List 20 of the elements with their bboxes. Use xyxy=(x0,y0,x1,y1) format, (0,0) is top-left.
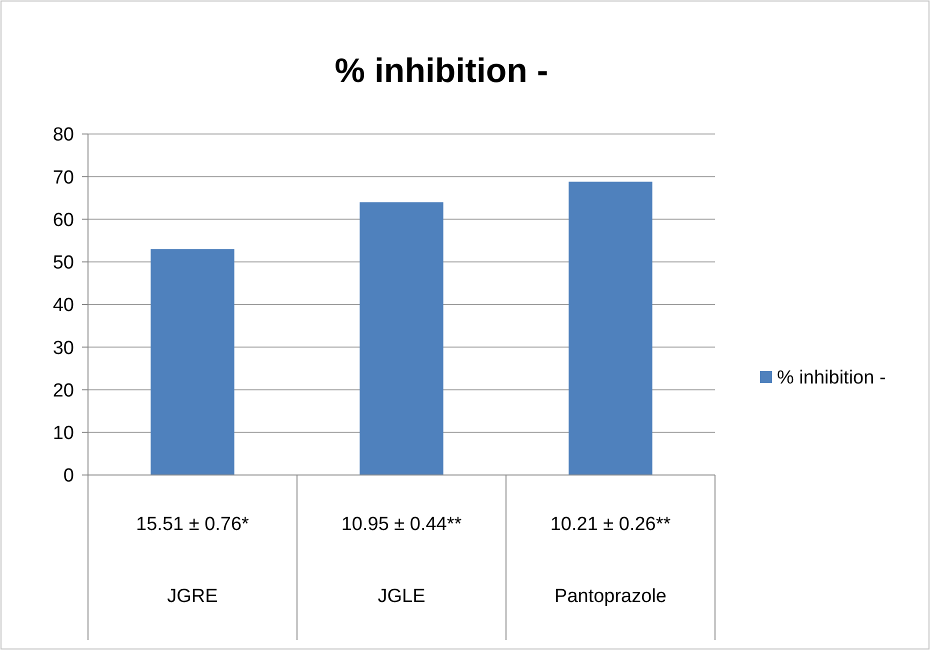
y-tick-label: 80 xyxy=(52,124,74,146)
y-tick-label: 60 xyxy=(52,210,74,231)
y-tick-label: 20 xyxy=(52,380,74,402)
chart-title: % inhibition - xyxy=(334,52,548,90)
text: 10.21 ± 0.26** xyxy=(550,514,672,535)
y-tick-label: 40 xyxy=(52,295,74,316)
y-tick-label: 30 xyxy=(52,338,74,359)
bar xyxy=(360,202,444,475)
x-tick-label: Pantoprazole xyxy=(554,586,666,607)
y-tick-label: 10 xyxy=(52,423,74,444)
y-tick-label: 50 xyxy=(52,252,74,274)
text: 10.95 ± 0.44** xyxy=(341,514,462,535)
legend-label: % inhibition - xyxy=(777,368,886,389)
y-tick-label: 0 xyxy=(63,466,74,487)
text: 15.51 ± 0.76* xyxy=(136,514,250,535)
x-tick-label: JGRE xyxy=(167,586,218,607)
y-tick-label: 70 xyxy=(52,167,74,188)
bar xyxy=(150,249,234,475)
bar xyxy=(568,182,652,475)
x-tick-label: JGLE xyxy=(378,586,426,607)
